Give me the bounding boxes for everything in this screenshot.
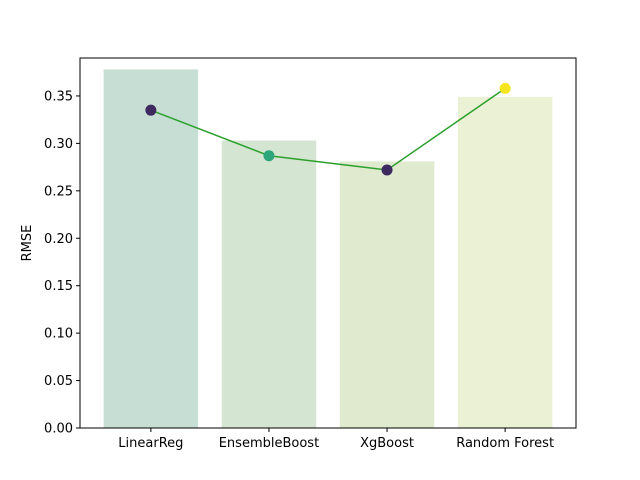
- bar-xgboost: [339, 161, 435, 428]
- y-tick-label: 0.00: [44, 422, 73, 437]
- line-point-xgboost: [381, 164, 393, 176]
- y-tick-label: 0.10: [44, 327, 73, 342]
- y-axis: 0.00 0.05 0.10 0.15 0.20 0.25 0.30 0.35: [44, 89, 80, 437]
- line-point-linearreg: [145, 104, 157, 116]
- plot-frame: [79, 57, 577, 429]
- bar-ensembleboost: [221, 140, 317, 429]
- x-tick-label: EnsembleBoost: [219, 436, 319, 451]
- line-series: [145, 82, 511, 176]
- y-tick-label: 0.35: [44, 89, 73, 104]
- line-path: [150, 87, 506, 171]
- bar-random-forest: [457, 96, 553, 429]
- y-tick-label: 0.20: [44, 232, 73, 247]
- y-tick-label: 0.25: [44, 184, 73, 199]
- y-tick-label: 0.05: [44, 374, 73, 389]
- bar-linearreg: [103, 69, 199, 428]
- y-axis-label: RMSE: [20, 225, 35, 262]
- line-point-random-forest: [499, 82, 511, 94]
- x-tick-label: XgBoost: [360, 436, 414, 451]
- x-axis: LinearReg EnsembleBoost XgBoost Random Fore…: [118, 428, 554, 451]
- y-tick-label: 0.30: [44, 137, 73, 152]
- line-point-ensembleboost: [263, 150, 275, 162]
- y-tick-label: 0.15: [44, 279, 73, 294]
- x-tick-label: LinearReg: [118, 436, 183, 451]
- bar-series: [103, 69, 553, 429]
- x-tick-label: Random Forest: [456, 436, 554, 451]
